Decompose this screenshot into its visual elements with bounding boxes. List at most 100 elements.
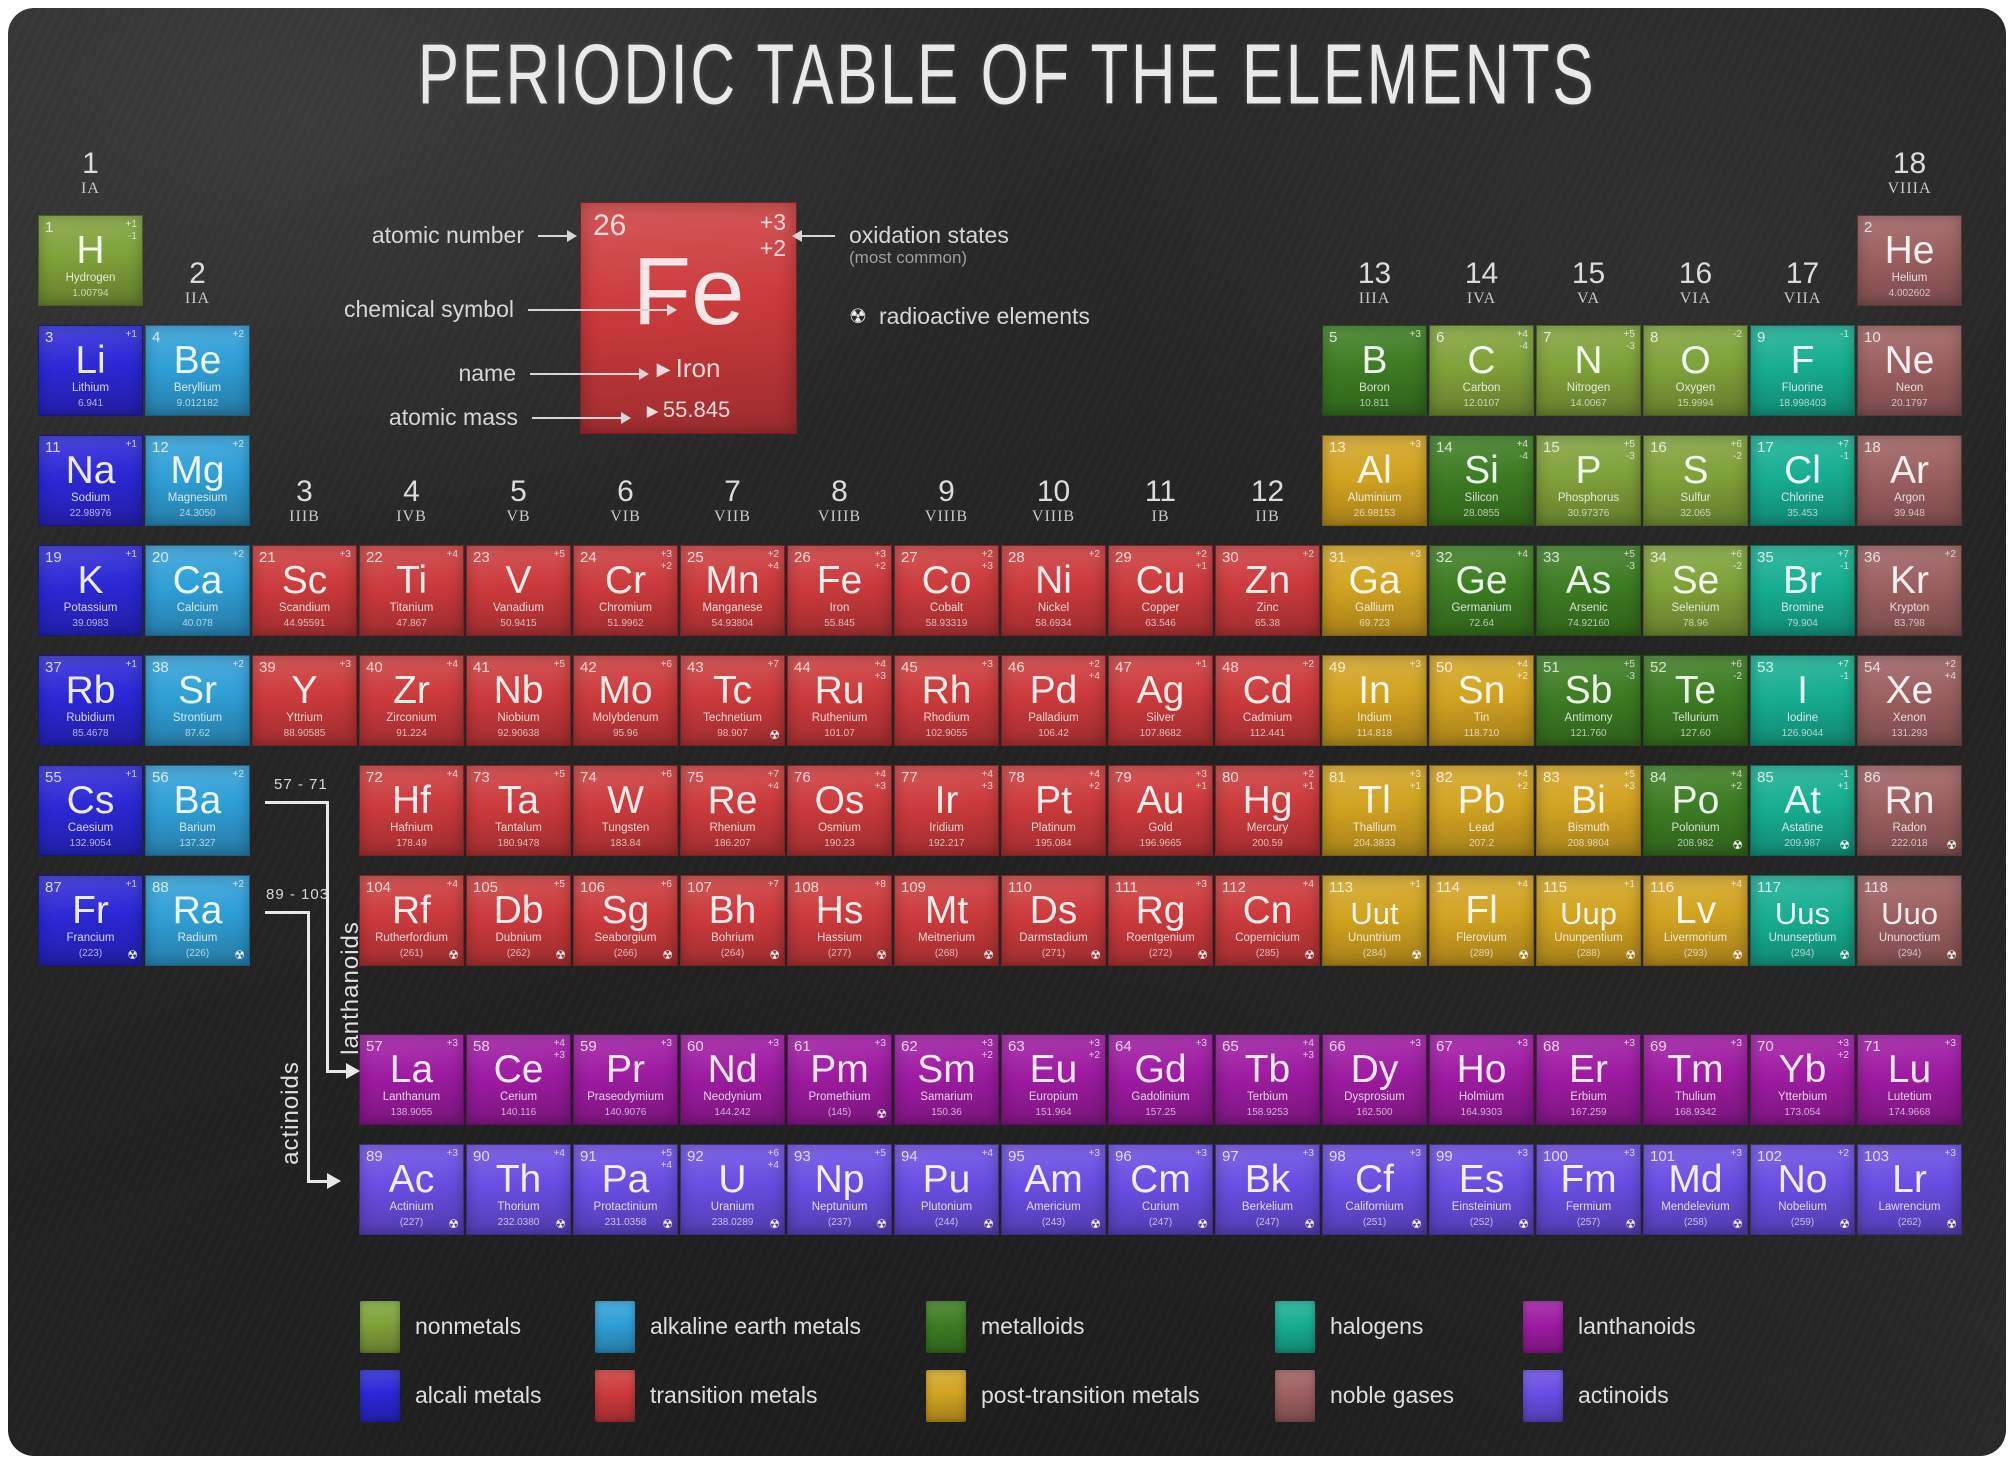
element-symbol: Ru <box>814 669 865 712</box>
oxidation-states: +5 <box>553 549 565 560</box>
element-name: Aluminium <box>1347 492 1402 504</box>
atomic-number: 47 <box>1115 659 1132 676</box>
element-cell-Eu: 63 +3 +2 Eu Europium 151.964 <box>1001 1034 1106 1125</box>
oxidation-states: +3 <box>1730 1038 1742 1049</box>
element-symbol: Be <box>173 339 222 382</box>
oxidation-states: +4 <box>553 1148 565 1159</box>
oxidation-states: +6 <box>660 769 672 780</box>
element-symbol: Cl <box>1784 449 1821 492</box>
atomic-number: 63 <box>1008 1038 1025 1055</box>
element-name: Tin <box>1473 712 1490 724</box>
legend-swatch <box>926 1369 966 1422</box>
oxidation-states: +3 <box>1195 1148 1207 1159</box>
atomic-mass: 98.907 <box>717 728 748 739</box>
group-label-12: 12 IIB <box>1215 476 1320 526</box>
group-number: 2 <box>189 257 206 290</box>
element-symbol: N <box>1574 339 1603 382</box>
element-cell-Am: 95 +3 Am Americium (243) ☢ <box>1001 1144 1106 1235</box>
radioactive-icon: ☢ <box>769 948 780 962</box>
atomic-number: 92 <box>687 1148 704 1165</box>
atomic-number: 84 <box>1650 769 1667 786</box>
atomic-number: 28 <box>1008 549 1025 566</box>
atomic-mass: 127.60 <box>1680 728 1711 739</box>
bracket-line <box>265 911 310 914</box>
oxidation-states: +6 +4 <box>767 1148 779 1171</box>
oxidation-states: +2 +1 <box>1302 769 1314 792</box>
element-name: Palladium <box>1028 712 1079 724</box>
oxidation-states: +3 <box>339 659 351 670</box>
element-cell-Pm: 61 +3 Pm Promethium (145) ☢ <box>787 1034 892 1125</box>
atomic-mass: 69.723 <box>1359 618 1390 629</box>
element-symbol: K <box>77 559 104 602</box>
atomic-number: 33 <box>1543 549 1560 566</box>
element-name: Hassium <box>817 932 862 944</box>
element-cell-Re: 75 +7 +4 Re Rhenium 186.207 <box>680 765 785 856</box>
element-symbol: I <box>1797 669 1808 712</box>
element-cell-La: 57 +3 La Lanthanum 138.9055 <box>359 1034 464 1125</box>
element-cell-No: 102 +2 No Nobelium (259) ☢ <box>1750 1144 1855 1235</box>
group-roman-numeral: VIIIB <box>817 508 862 525</box>
element-cell-Ne: 10 Ne Neon 20.1797 <box>1857 325 1962 416</box>
element-cell-Mn: 25 +2 +4 Mn Manganese 54.93804 <box>680 545 785 636</box>
element-name: Caesium <box>67 822 114 834</box>
atomic-mass: 39.0983 <box>72 618 109 629</box>
atomic-mass: 40.078 <box>182 618 213 629</box>
group-roman-numeral: VIA <box>1679 290 1712 307</box>
atomic-number: 51 <box>1543 659 1560 676</box>
element-name: Erbium <box>1570 1091 1607 1103</box>
atomic-mass: 195.084 <box>1035 838 1072 849</box>
atomic-number: 13 <box>1329 439 1346 456</box>
group-label-5: 5 VB <box>466 476 571 526</box>
group-roman-numeral: IIIA <box>1358 290 1391 307</box>
oxidation-states: +3 <box>981 659 993 670</box>
oxidation-states: +2 <box>1837 1148 1849 1159</box>
atomic-mass: (268) <box>934 948 959 959</box>
oxidation-states: +1 <box>125 769 137 780</box>
example-mass: 55.845 <box>581 397 796 423</box>
example-atomic-number: 26 <box>593 209 627 242</box>
atomic-number: 71 <box>1864 1038 1881 1055</box>
legend-swatch <box>595 1300 635 1353</box>
atomic-mass: 231.0358 <box>604 1217 647 1228</box>
atomic-mass: 180.9478 <box>497 838 540 849</box>
atomic-number: 25 <box>687 549 704 566</box>
atomic-number: 7 <box>1543 329 1552 346</box>
element-name: Uranium <box>710 1201 755 1213</box>
element-name: Seaborgium <box>594 932 657 944</box>
lanthanoid-range-label: 57 - 71 <box>274 776 328 793</box>
element-cell-Sb: 51 +5 -3 Sb Antimony 121.760 <box>1536 655 1641 746</box>
example-oxidation-states: +3 +2 <box>759 209 786 262</box>
element-symbol: Ta <box>497 779 540 822</box>
atomic-number: 80 <box>1222 769 1239 786</box>
atomic-mass: 132.9054 <box>69 838 112 849</box>
element-symbol: Sr <box>178 669 217 712</box>
atomic-number: 65 <box>1222 1038 1239 1055</box>
element-cell-Uut: 113 +1 Uut Ununtrium (284) ☢ <box>1322 875 1427 966</box>
atomic-number: 60 <box>687 1038 704 1055</box>
element-name: Vanadium <box>493 602 544 614</box>
element-name: Berkelium <box>1241 1201 1294 1213</box>
element-name: Ruthenium <box>811 712 868 724</box>
atomic-mass: 28.0855 <box>1463 508 1500 519</box>
oxidation-states: +3 <box>1516 1148 1528 1159</box>
element-symbol: Hf <box>392 779 431 822</box>
oxidation-states: +3 <box>446 1148 458 1159</box>
oxidation-states: +3 +2 <box>981 1038 993 1061</box>
oxidation-states: +3 <box>1409 549 1421 560</box>
element-cell-Cm: 96 +3 Cm Curium (247) ☢ <box>1108 1144 1213 1235</box>
element-symbol: Lu <box>1887 1048 1932 1091</box>
element-name: Xenon <box>1892 712 1927 724</box>
element-symbol: Zn <box>1244 559 1291 602</box>
element-symbol: S <box>1682 449 1709 492</box>
element-cell-Si: 14 +4 -4 Si Silicon 28.0855 <box>1429 435 1534 526</box>
element-name: Plutonium <box>920 1201 973 1213</box>
group-number: 4 <box>403 475 420 508</box>
actinoid-range-label: 89 - 103 <box>266 886 330 903</box>
atomic-mass: (288) <box>1576 948 1601 959</box>
group-label-6: 6 VIB <box>573 476 678 526</box>
oxidation-states: +4 -4 <box>1516 439 1528 462</box>
group-label-14: 14 IVA <box>1429 258 1534 308</box>
element-name: Lead <box>1468 822 1495 834</box>
element-symbol: Sb <box>1564 669 1613 712</box>
